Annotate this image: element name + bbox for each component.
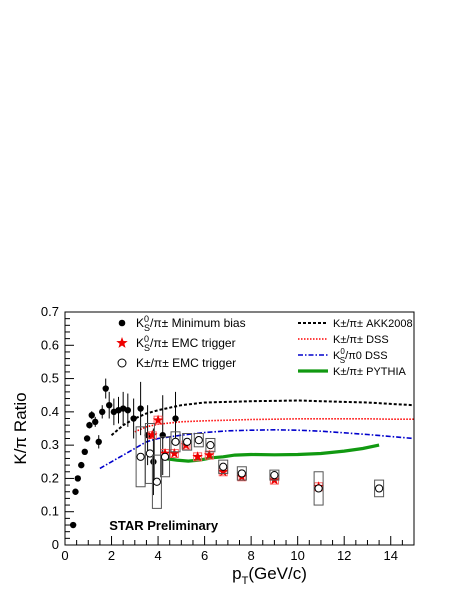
minbias-point [137, 405, 144, 412]
minbias-point [172, 415, 179, 422]
kpm-point [171, 437, 180, 446]
sys-box [151, 454, 162, 509]
kpm-point [314, 484, 323, 493]
kpm-point [136, 452, 145, 461]
legend-right-label: K0 S/π0 DSS [333, 347, 388, 365]
sys-box [144, 423, 155, 484]
kpm-point [270, 471, 279, 480]
minbias-point [92, 418, 99, 426]
kpm-point [206, 441, 215, 450]
x-axis-title-sub: T [242, 575, 249, 587]
kpm-point [194, 436, 203, 445]
y-tick-label: 0.7 [41, 304, 59, 319]
k0s-emc-point [147, 429, 158, 440]
plot-series [69, 378, 414, 529]
minbias-point [102, 385, 109, 392]
curve-pythia [164, 443, 380, 463]
minbias-point [99, 408, 106, 416]
legend-minbias-marker [118, 319, 126, 327]
k0s-emc-point [269, 474, 280, 485]
kpm-point [183, 437, 192, 446]
y-tick-label: 0.2 [41, 470, 59, 485]
sys-box [269, 469, 280, 481]
minbias-point [106, 402, 113, 409]
k0s-emc-point [217, 466, 229, 477]
curve-dss_k0s [99, 428, 414, 470]
sys-box [374, 479, 385, 498]
minbias-point [74, 475, 81, 482]
sys-box [170, 431, 181, 453]
y-tick-label: 0.6 [41, 337, 59, 352]
minbias-point [83, 435, 91, 442]
legend-right-label: K±/π± AKK2008 [333, 318, 413, 330]
x-tick-label: 0 [61, 548, 68, 563]
y-tick-label: 0 [52, 537, 59, 552]
x-tick-label: 2 [108, 548, 115, 563]
x-axis-title-unit: (GeV/c) [248, 564, 307, 583]
y-tick-label: 0.1 [41, 504, 59, 519]
minbias-point [69, 521, 77, 529]
x-tick-label: 12 [337, 548, 351, 563]
y-tick-label: 0.3 [41, 437, 59, 452]
x-axis-title: pT(GeV/c) [232, 564, 307, 587]
legend-left-label: K0 S/π± EMC trigger [136, 334, 236, 353]
minbias-point [78, 461, 85, 469]
minbias-point [86, 421, 93, 429]
minbias-point [130, 415, 137, 422]
minbias-point [95, 438, 102, 446]
x-tick-label: 10 [290, 548, 304, 563]
legend-right-label: K±/π± DSS [333, 334, 389, 346]
sys-box [218, 459, 229, 474]
sys-box [160, 436, 171, 478]
k0s-emc-point [169, 447, 180, 458]
legend-left-label: K±/π± EMC trigger [136, 356, 236, 370]
legend-star-marker [116, 337, 128, 348]
legend-right-label: K±/π± PYTHIA [333, 366, 407, 378]
y-axis-title: K/π Ratio [11, 392, 30, 464]
curve-dss_kpm [134, 418, 414, 433]
minbias-point [150, 458, 157, 465]
sys-box [313, 471, 324, 506]
kpm-point [219, 462, 228, 471]
minbias-point [72, 488, 79, 495]
sys-box [236, 466, 247, 481]
sys-box [182, 432, 193, 451]
k0s-emc-point [192, 451, 203, 462]
k0s-emc-point [204, 449, 215, 460]
x-tick-label: 14 [383, 548, 397, 563]
kpm-point [160, 452, 170, 461]
x-axis-title-main: p [232, 564, 241, 583]
legend-left-label: K0 S/π± Minimum bias [136, 314, 246, 333]
x-tick-label: 8 [248, 548, 255, 563]
sys-box [193, 432, 204, 448]
kpm-point [152, 477, 162, 486]
minbias-point [124, 406, 132, 414]
sys-box [205, 437, 216, 453]
minbias-point [81, 448, 88, 455]
legend-circle-marker [117, 358, 127, 368]
y-tick-label: 0.4 [41, 404, 59, 419]
kpm-point [145, 449, 155, 458]
minbias-point [88, 411, 95, 419]
star-preliminary-annotation: STAR Preliminary [109, 518, 219, 533]
x-axis: 0 2 4 6 8 10 12 14 [61, 536, 415, 563]
x-tick-label: 4 [154, 548, 161, 563]
kpm-point [237, 469, 246, 478]
x-tick-label: 6 [201, 548, 208, 563]
kpm-point [375, 484, 384, 493]
k0s-emc-point [152, 414, 164, 425]
y-tick-label: 0.5 [41, 371, 59, 386]
y-axis: 0 0.1 0.2 0.3 0.4 0.5 0.6 0.7 [41, 304, 74, 552]
